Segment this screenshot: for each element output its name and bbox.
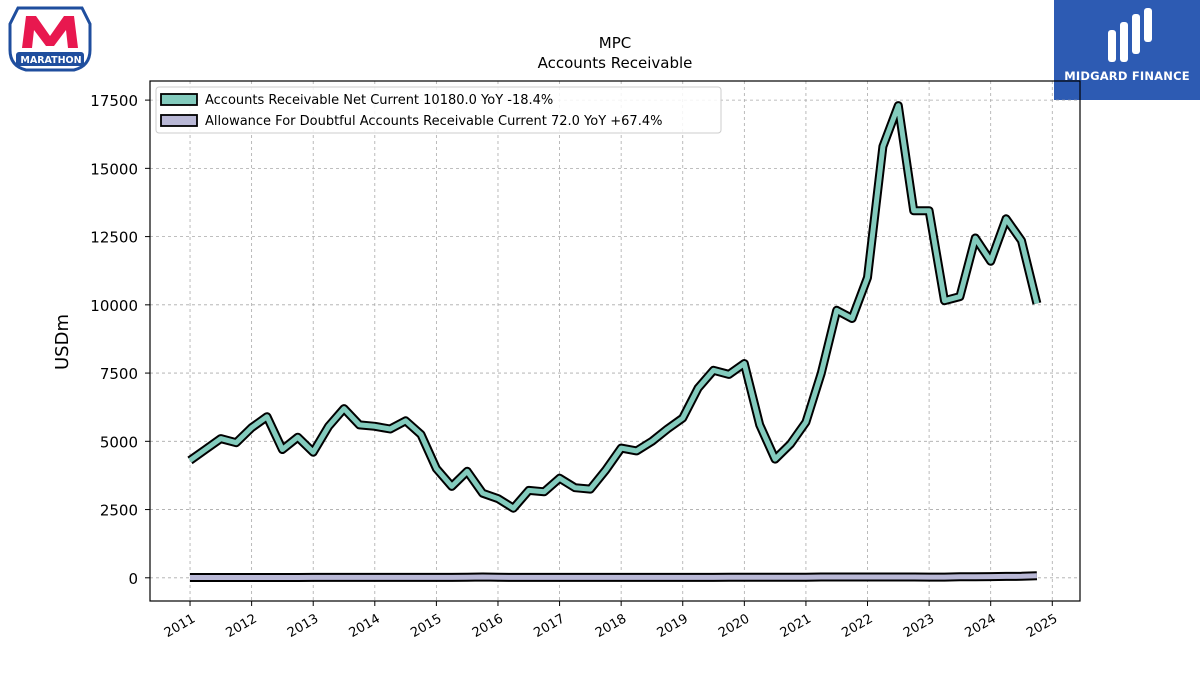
chart-title: MPC bbox=[599, 34, 631, 52]
y-tick-label: 5000 bbox=[100, 433, 138, 451]
y-tick-label: 15000 bbox=[90, 160, 138, 178]
midgard-logo-text: MIDGARD FINANCE bbox=[1064, 69, 1190, 83]
x-tick-label: 2011 bbox=[162, 611, 198, 641]
x-tick-label: 2013 bbox=[285, 611, 321, 641]
series-line bbox=[188, 103, 1040, 511]
y-axis-label: USDm bbox=[52, 314, 73, 370]
chart-subtitle: Accounts Receivable bbox=[538, 54, 693, 72]
y-tick-label: 17500 bbox=[90, 92, 138, 110]
marathon-logo: MARATHON bbox=[4, 4, 96, 76]
series-1 bbox=[187, 101, 1042, 513]
y-tick-label: 0 bbox=[128, 570, 138, 588]
marathon-logo-text: MARATHON bbox=[20, 55, 82, 66]
axes: 0 2500 5000 7500 10000 12500 15000 17500 2011 201… bbox=[90, 92, 1060, 641]
series-layer bbox=[187, 101, 1042, 582]
marathon-shield-icon bbox=[8, 6, 92, 72]
legend-label: Allowance For Doubtful Accounts Receivab… bbox=[205, 114, 662, 129]
legend-swatch bbox=[160, 114, 198, 127]
y-tick-label: 10000 bbox=[90, 297, 138, 315]
series-line bbox=[190, 573, 1037, 580]
legend-swatch bbox=[160, 93, 198, 106]
y-tick-label: 12500 bbox=[90, 229, 138, 247]
x-tick-label: 2023 bbox=[901, 611, 937, 641]
x-tick-label: 2012 bbox=[223, 611, 259, 641]
series-2 bbox=[190, 571, 1038, 582]
x-tick-label: 2018 bbox=[593, 611, 629, 641]
legend-label: Accounts Receivable Net Current 10180.0 … bbox=[205, 93, 553, 108]
midgard-emblem-icon bbox=[1108, 8, 1152, 62]
x-tick-label: 2020 bbox=[716, 611, 752, 641]
x-tick-label: 2014 bbox=[347, 611, 383, 641]
midgard-finance-logo: MIDGARD FINANCE bbox=[1054, 0, 1200, 100]
x-tick-label: 2025 bbox=[1024, 611, 1060, 641]
x-tick-label: 2022 bbox=[839, 611, 875, 641]
legend-box bbox=[155, 86, 722, 134]
x-tick-label: 2024 bbox=[963, 611, 999, 641]
x-tick-label: 2019 bbox=[655, 611, 691, 641]
legend: Accounts Receivable Net Current 10180.0 … bbox=[155, 86, 722, 134]
grid bbox=[150, 81, 1080, 601]
x-tick-label: 2021 bbox=[778, 611, 814, 641]
x-tick-label: 2015 bbox=[408, 611, 444, 641]
y-tick-label: 2500 bbox=[100, 502, 138, 520]
x-tick-label: 2017 bbox=[531, 611, 567, 641]
x-tick-label: 2016 bbox=[470, 611, 506, 641]
y-tick-label: 7500 bbox=[100, 365, 138, 383]
plot-frame bbox=[149, 80, 1081, 602]
